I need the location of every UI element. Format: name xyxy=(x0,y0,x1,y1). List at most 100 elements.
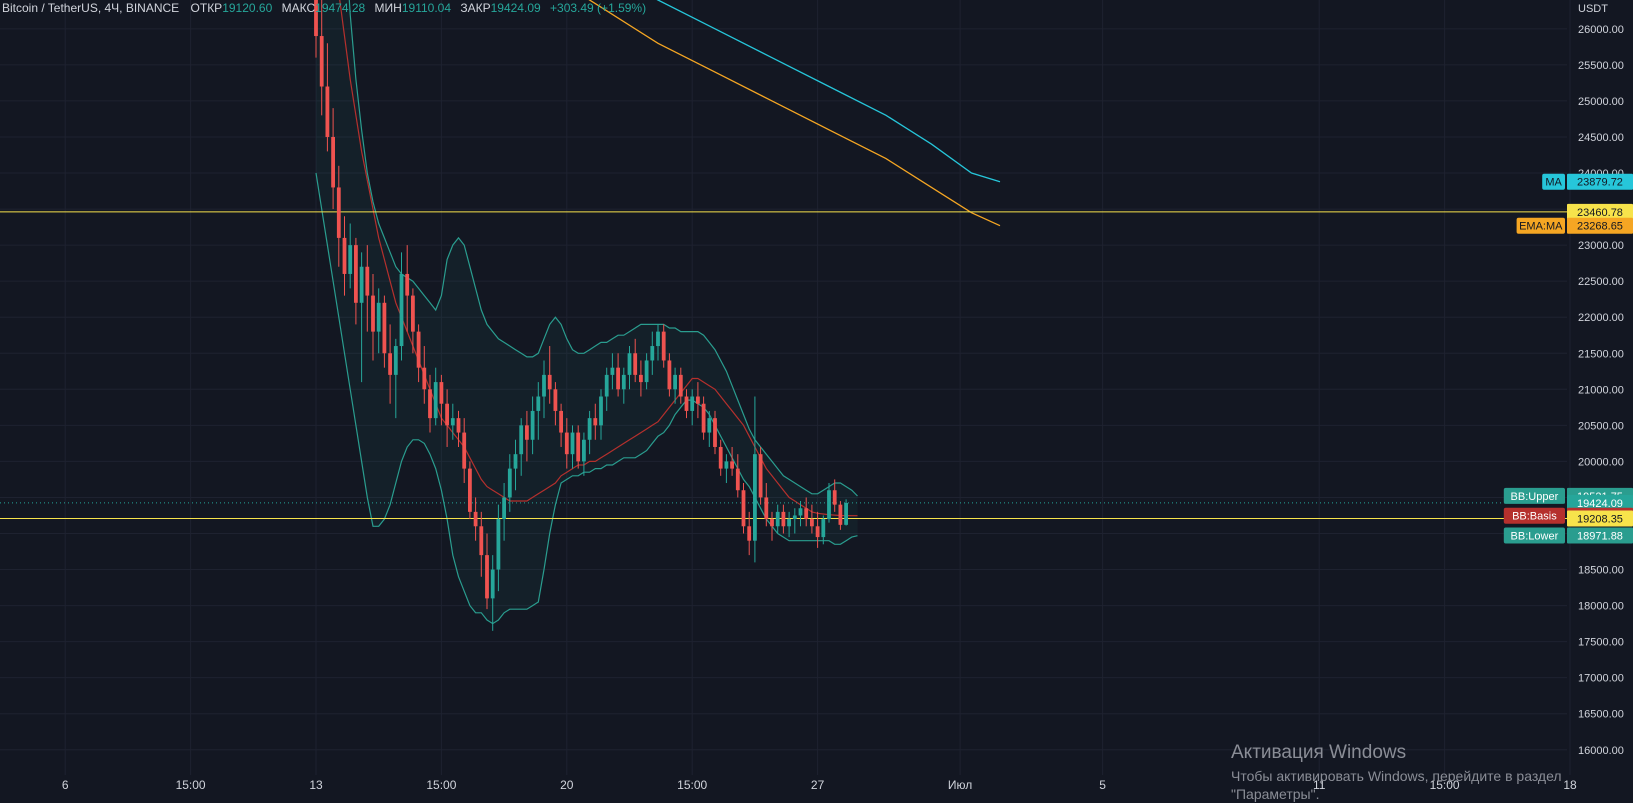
price-labels: 23879.72MA23460.7823268.65EMA:MA19521.75… xyxy=(1503,173,1633,544)
axis-price-value: 19424.09 xyxy=(1577,498,1623,510)
candle-body xyxy=(513,454,518,469)
close-value: 19424.09 xyxy=(490,1,541,15)
axis-price-badge xyxy=(1567,203,1633,220)
time-tick-label: 18 xyxy=(1563,778,1577,792)
candle-body xyxy=(490,569,495,599)
study-name-badge xyxy=(1542,173,1565,190)
candle-body xyxy=(502,497,506,520)
candle-body xyxy=(747,526,752,541)
candle-body xyxy=(348,245,353,274)
candle-body xyxy=(314,0,318,37)
candle-body xyxy=(804,508,809,520)
candle-body xyxy=(696,396,700,404)
candle-body xyxy=(547,374,552,390)
high-value: 19474.28 xyxy=(315,1,366,15)
study-name-badge xyxy=(1503,527,1565,544)
candle-body xyxy=(827,490,831,520)
candle-body xyxy=(667,360,672,390)
candle-body xyxy=(650,346,655,361)
axis-price-value: 23879.72 xyxy=(1577,177,1623,189)
horizontal-lines[interactable] xyxy=(0,211,1567,519)
candle-body xyxy=(758,454,763,498)
time-axis[interactable]: Июн615:001315:002015:0027Июл51115:001815… xyxy=(0,778,1633,792)
time-tick-label: 27 xyxy=(811,778,825,792)
moving-averages xyxy=(588,0,1001,227)
candle-body xyxy=(479,526,484,556)
ma-line xyxy=(656,0,1001,183)
candle-body xyxy=(832,490,837,505)
time-tick-label: 6 xyxy=(62,778,69,792)
watermark-line-1: Чтобы активировать Windows, перейдите в … xyxy=(1231,768,1562,784)
watermark-title: Активация Windows xyxy=(1231,742,1407,763)
candle-body xyxy=(336,187,341,238)
time-tick-label: 15:00 xyxy=(426,778,456,792)
candle-body xyxy=(593,418,598,426)
candle-body xyxy=(690,396,695,411)
candle-body xyxy=(422,367,427,390)
candle-body xyxy=(365,266,370,296)
study-name-label: EMA:MA xyxy=(1519,221,1563,233)
axis-price-value: 23268.65 xyxy=(1577,221,1623,233)
candle-body xyxy=(570,432,575,455)
candle-body xyxy=(519,425,524,455)
candle-body xyxy=(564,432,569,455)
candle-body xyxy=(553,389,558,411)
candle-body xyxy=(536,396,541,411)
study-name-badge xyxy=(1516,217,1565,234)
candle-body xyxy=(376,302,381,332)
windows-activation-watermark: Активация Windows Чтобы активировать Win… xyxy=(1231,742,1562,803)
study-name-label: BB:Upper xyxy=(1511,491,1559,503)
candle-body xyxy=(621,374,626,390)
candle-body xyxy=(319,36,324,87)
study-name-label: BB:Lower xyxy=(1511,531,1559,543)
candle-body xyxy=(713,418,717,447)
axis-currency: USDT xyxy=(1578,3,1608,15)
candlestick-series xyxy=(314,0,848,631)
bb-lower-line xyxy=(315,172,858,625)
price-tick-label: 17500.00 xyxy=(1578,637,1624,649)
candle-body xyxy=(485,555,489,599)
candle-body xyxy=(359,266,364,303)
candle-body xyxy=(342,237,347,274)
candle-body xyxy=(701,403,706,433)
open-value: 19120.60 xyxy=(222,1,273,15)
candle-body xyxy=(684,396,689,411)
price-tick-label: 24500.00 xyxy=(1578,132,1624,144)
candle-body xyxy=(433,382,438,419)
candle-body xyxy=(428,389,432,419)
candle-body xyxy=(473,511,478,527)
candle-body xyxy=(354,245,358,303)
candle-body xyxy=(775,511,780,527)
candle-body xyxy=(787,519,791,527)
candle-body xyxy=(587,418,592,440)
symbol-title[interactable]: Bitcoin / TetherUS, 4Ч, BINANCE xyxy=(2,1,180,15)
candle-body xyxy=(599,396,603,426)
price-tick-label: 17000.00 xyxy=(1578,673,1624,685)
candle-body xyxy=(416,331,421,368)
candle-body xyxy=(633,353,638,375)
price-tick-label: 22000.00 xyxy=(1578,312,1624,324)
candle-body xyxy=(331,136,335,188)
candle-body xyxy=(678,374,683,397)
candle-body xyxy=(724,461,729,469)
candle-body xyxy=(810,519,814,527)
price-axis[interactable]: USDT26000.0025500.0025000.0024500.002400… xyxy=(1578,3,1624,757)
bb-fill xyxy=(316,0,858,624)
candle-body xyxy=(838,504,843,525)
candle-body xyxy=(821,519,826,538)
candle-body xyxy=(644,360,649,383)
candle-body xyxy=(411,295,415,332)
axis-price-badge xyxy=(1567,173,1633,190)
candle-body xyxy=(325,86,330,137)
candle-body xyxy=(656,331,660,347)
candle-body xyxy=(399,273,404,347)
price-tick-label: 18000.00 xyxy=(1578,601,1624,613)
time-tick-label: 15:00 xyxy=(176,778,206,792)
axis-price-badge xyxy=(1567,217,1633,234)
time-tick-label: 15:00 xyxy=(1430,778,1460,792)
time-tick-label: 11 xyxy=(1313,778,1326,792)
symbol-legend: Bitcoin / TetherUS, 4Ч, BINANCE ОТКР1912… xyxy=(2,0,652,16)
candle-body xyxy=(610,367,615,375)
candle-body xyxy=(445,403,449,426)
